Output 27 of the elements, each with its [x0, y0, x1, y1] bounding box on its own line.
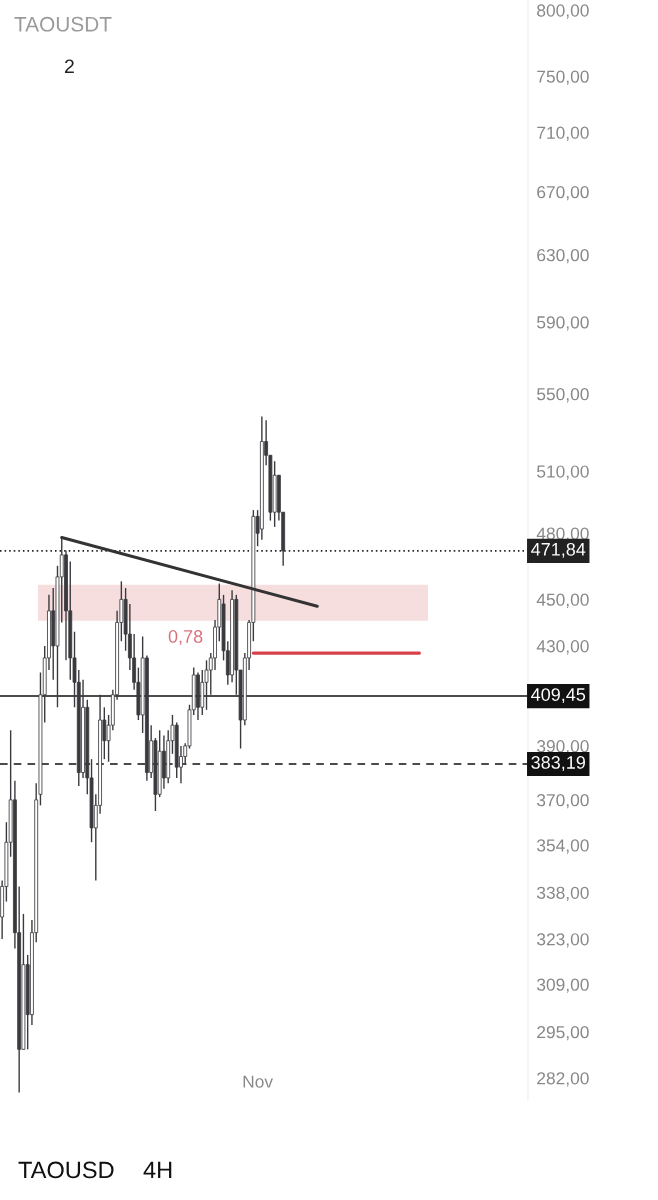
y-tick-label: 630,00	[537, 249, 589, 264]
y-tick-label: 510,00	[537, 465, 589, 480]
text: TAOUSD	[18, 1161, 114, 1179]
y-tick-label: 338,00	[537, 886, 589, 901]
y-tick-label: 450,00	[536, 593, 589, 608]
ref-line-label: 471,84	[531, 542, 586, 558]
text: TAOUSDT	[14, 16, 112, 32]
text: 4H	[143, 1161, 172, 1179]
x-tick-label: Nov	[243, 1075, 273, 1088]
y-tick-label: 590,00	[537, 316, 589, 331]
y-tick-label: 295,00	[537, 1025, 589, 1041]
y-tick-label: 309,00	[537, 978, 589, 993]
ref-line-label: 409,45	[531, 688, 586, 704]
y-tick-label: 670,00	[537, 185, 589, 201]
y-tick-label: 282,00	[537, 1072, 589, 1087]
annotation: 2	[64, 59, 74, 74]
y-tick-label: 430,00	[536, 640, 589, 655]
annotation: 0,78	[168, 630, 203, 645]
y-tick-label: 550,00	[537, 388, 589, 403]
y-tick-label: 710,00	[537, 126, 589, 141]
ref-line-label: 383,19	[531, 756, 586, 771]
y-tick-label: 323,00	[537, 933, 589, 948]
y-tick-label: 800,00	[537, 4, 589, 19]
y-tick-label: 750,00	[537, 70, 589, 85]
y-tick-label: 370,00	[537, 794, 589, 809]
y-tick-label: 354,00	[537, 839, 589, 854]
y-tick-label: 390,00	[537, 740, 589, 755]
